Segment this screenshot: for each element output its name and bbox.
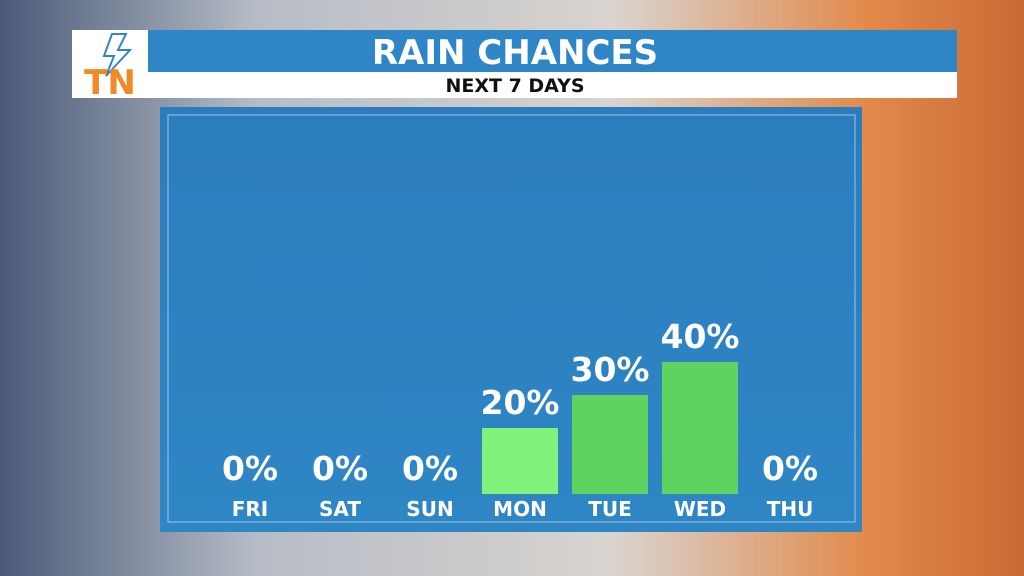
panel-border	[167, 114, 856, 523]
value-label: 0%	[222, 449, 278, 488]
value-label: 0%	[402, 449, 458, 488]
subtitle-bar	[148, 72, 957, 98]
chart-title: RAIN CHANCES	[372, 33, 658, 73]
x-tick-label: FRI	[232, 497, 269, 521]
x-tick-label: MON	[493, 497, 547, 521]
x-tick-label: TUE	[588, 497, 632, 521]
bar	[572, 395, 648, 494]
logo-bolt	[102, 33, 133, 77]
x-tick-label: SUN	[406, 497, 453, 521]
chart-subtitle: NEXT 7 DAYS	[445, 75, 584, 97]
x-tick-label: SAT	[319, 497, 361, 521]
x-tick-label: THU	[767, 497, 814, 521]
bar	[662, 362, 738, 494]
value-label: 0%	[762, 449, 818, 488]
header-bar	[72, 30, 957, 72]
x-tick-label: WED	[674, 497, 726, 521]
logo-text: TN	[84, 63, 136, 103]
value-label: 40%	[661, 317, 740, 356]
value-label: 20%	[481, 383, 560, 422]
value-label: 0%	[312, 449, 368, 488]
plot: 0% FRI 0% SAT 0% SUN 20% MON 30% TUE 40% WED 0% THU	[222, 317, 818, 521]
bar	[482, 428, 558, 494]
value-label: 30%	[571, 350, 650, 389]
